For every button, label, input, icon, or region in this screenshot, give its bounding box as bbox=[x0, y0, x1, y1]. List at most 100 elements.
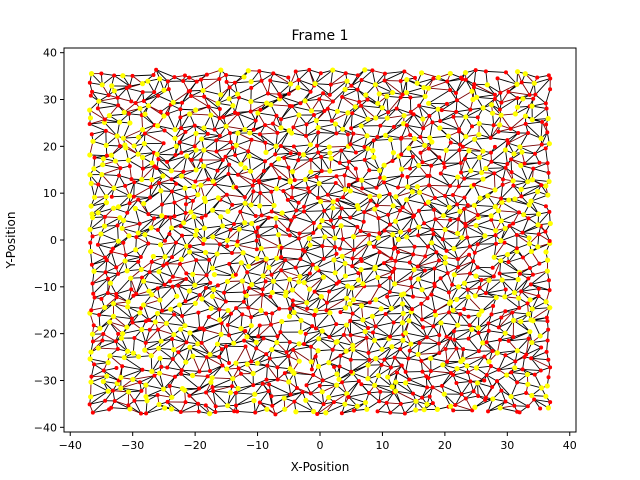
network-edge bbox=[464, 279, 482, 284]
network-edge bbox=[440, 120, 460, 130]
network-edge bbox=[463, 348, 479, 352]
node-red bbox=[101, 331, 106, 336]
node-red bbox=[443, 193, 448, 198]
network-edge bbox=[181, 125, 195, 129]
network-edge bbox=[275, 217, 289, 231]
node-red bbox=[312, 312, 317, 317]
node-yellow bbox=[315, 348, 321, 354]
network-edge bbox=[235, 346, 246, 364]
network-edge bbox=[531, 340, 548, 343]
network-edge bbox=[202, 89, 221, 96]
node-red bbox=[491, 303, 496, 308]
node-yellow bbox=[306, 286, 313, 292]
node-red bbox=[328, 218, 333, 223]
network-edge bbox=[319, 384, 337, 387]
node-red bbox=[129, 287, 134, 292]
network-edge bbox=[190, 95, 209, 107]
network-edge bbox=[477, 206, 496, 216]
network-edge bbox=[441, 109, 457, 113]
node-red bbox=[291, 347, 296, 352]
node-yellow bbox=[494, 350, 500, 356]
node-yellow bbox=[510, 317, 517, 323]
network-edge bbox=[510, 396, 529, 407]
network-edge bbox=[522, 369, 535, 376]
network-edge bbox=[280, 114, 300, 120]
node-yellow bbox=[390, 203, 396, 209]
node-yellow bbox=[130, 376, 136, 383]
node-red bbox=[421, 325, 426, 330]
network-edge bbox=[476, 94, 496, 98]
node-red bbox=[451, 329, 456, 334]
network-edge bbox=[433, 78, 448, 82]
node-red bbox=[477, 285, 482, 290]
network-edge bbox=[178, 284, 195, 287]
node-red bbox=[432, 309, 437, 314]
network-edge bbox=[454, 260, 474, 275]
network-edge bbox=[386, 402, 401, 405]
network-edge bbox=[248, 155, 266, 162]
network-edge bbox=[269, 355, 289, 359]
network-edge bbox=[97, 240, 119, 246]
node-red bbox=[261, 336, 266, 341]
node-yellow bbox=[250, 370, 256, 377]
network-edge bbox=[418, 268, 435, 280]
network-edge bbox=[237, 174, 255, 182]
network-edge bbox=[378, 217, 391, 225]
network-edge bbox=[122, 242, 127, 256]
network-edge bbox=[434, 197, 450, 208]
network-edge bbox=[385, 134, 402, 139]
network-edge bbox=[195, 165, 204, 182]
network-edge bbox=[171, 338, 187, 343]
node-red bbox=[451, 372, 456, 377]
network-edge bbox=[417, 260, 440, 267]
node-yellow bbox=[88, 248, 94, 255]
network-edge bbox=[360, 105, 376, 119]
network-edge bbox=[214, 183, 234, 188]
node-red bbox=[132, 336, 137, 341]
network-edge bbox=[417, 78, 434, 84]
network-edge bbox=[181, 369, 200, 372]
network-edge bbox=[440, 322, 458, 326]
network-edge bbox=[413, 253, 426, 257]
node-red bbox=[338, 310, 343, 315]
network-edge bbox=[453, 116, 460, 130]
network-edge bbox=[143, 299, 160, 306]
node-red bbox=[170, 356, 175, 361]
node-red bbox=[90, 234, 95, 239]
network-edge bbox=[531, 108, 547, 121]
network-edge bbox=[306, 296, 322, 304]
network-edge bbox=[486, 374, 493, 388]
network-edge bbox=[235, 400, 255, 406]
node-yellow bbox=[529, 306, 535, 312]
network-edge bbox=[250, 101, 267, 104]
network-edge bbox=[341, 96, 356, 108]
network-edge bbox=[531, 357, 549, 361]
network-edge bbox=[490, 125, 495, 138]
network-edge bbox=[350, 320, 366, 332]
network-edge bbox=[212, 390, 228, 406]
network-edge bbox=[522, 368, 541, 371]
node-red bbox=[144, 411, 149, 416]
network-edge bbox=[444, 195, 458, 205]
node-red bbox=[139, 388, 144, 393]
network-edge bbox=[402, 206, 415, 216]
network-edge bbox=[216, 139, 231, 143]
node-red bbox=[178, 224, 183, 229]
node-red bbox=[382, 228, 387, 233]
node-red bbox=[491, 274, 496, 279]
network-edge bbox=[464, 208, 479, 216]
network-edge bbox=[452, 296, 469, 311]
network-edge bbox=[431, 162, 444, 167]
node-yellow bbox=[367, 193, 373, 199]
node-yellow bbox=[156, 345, 162, 351]
network-edge bbox=[273, 280, 287, 293]
network-edge bbox=[164, 242, 177, 258]
network-edge bbox=[473, 86, 496, 96]
node-red bbox=[266, 215, 271, 220]
network-edge bbox=[204, 225, 223, 229]
node-red bbox=[341, 195, 346, 200]
node-red bbox=[486, 328, 491, 333]
node-red bbox=[275, 377, 280, 382]
node-yellow bbox=[87, 356, 93, 362]
node-red bbox=[398, 347, 403, 352]
